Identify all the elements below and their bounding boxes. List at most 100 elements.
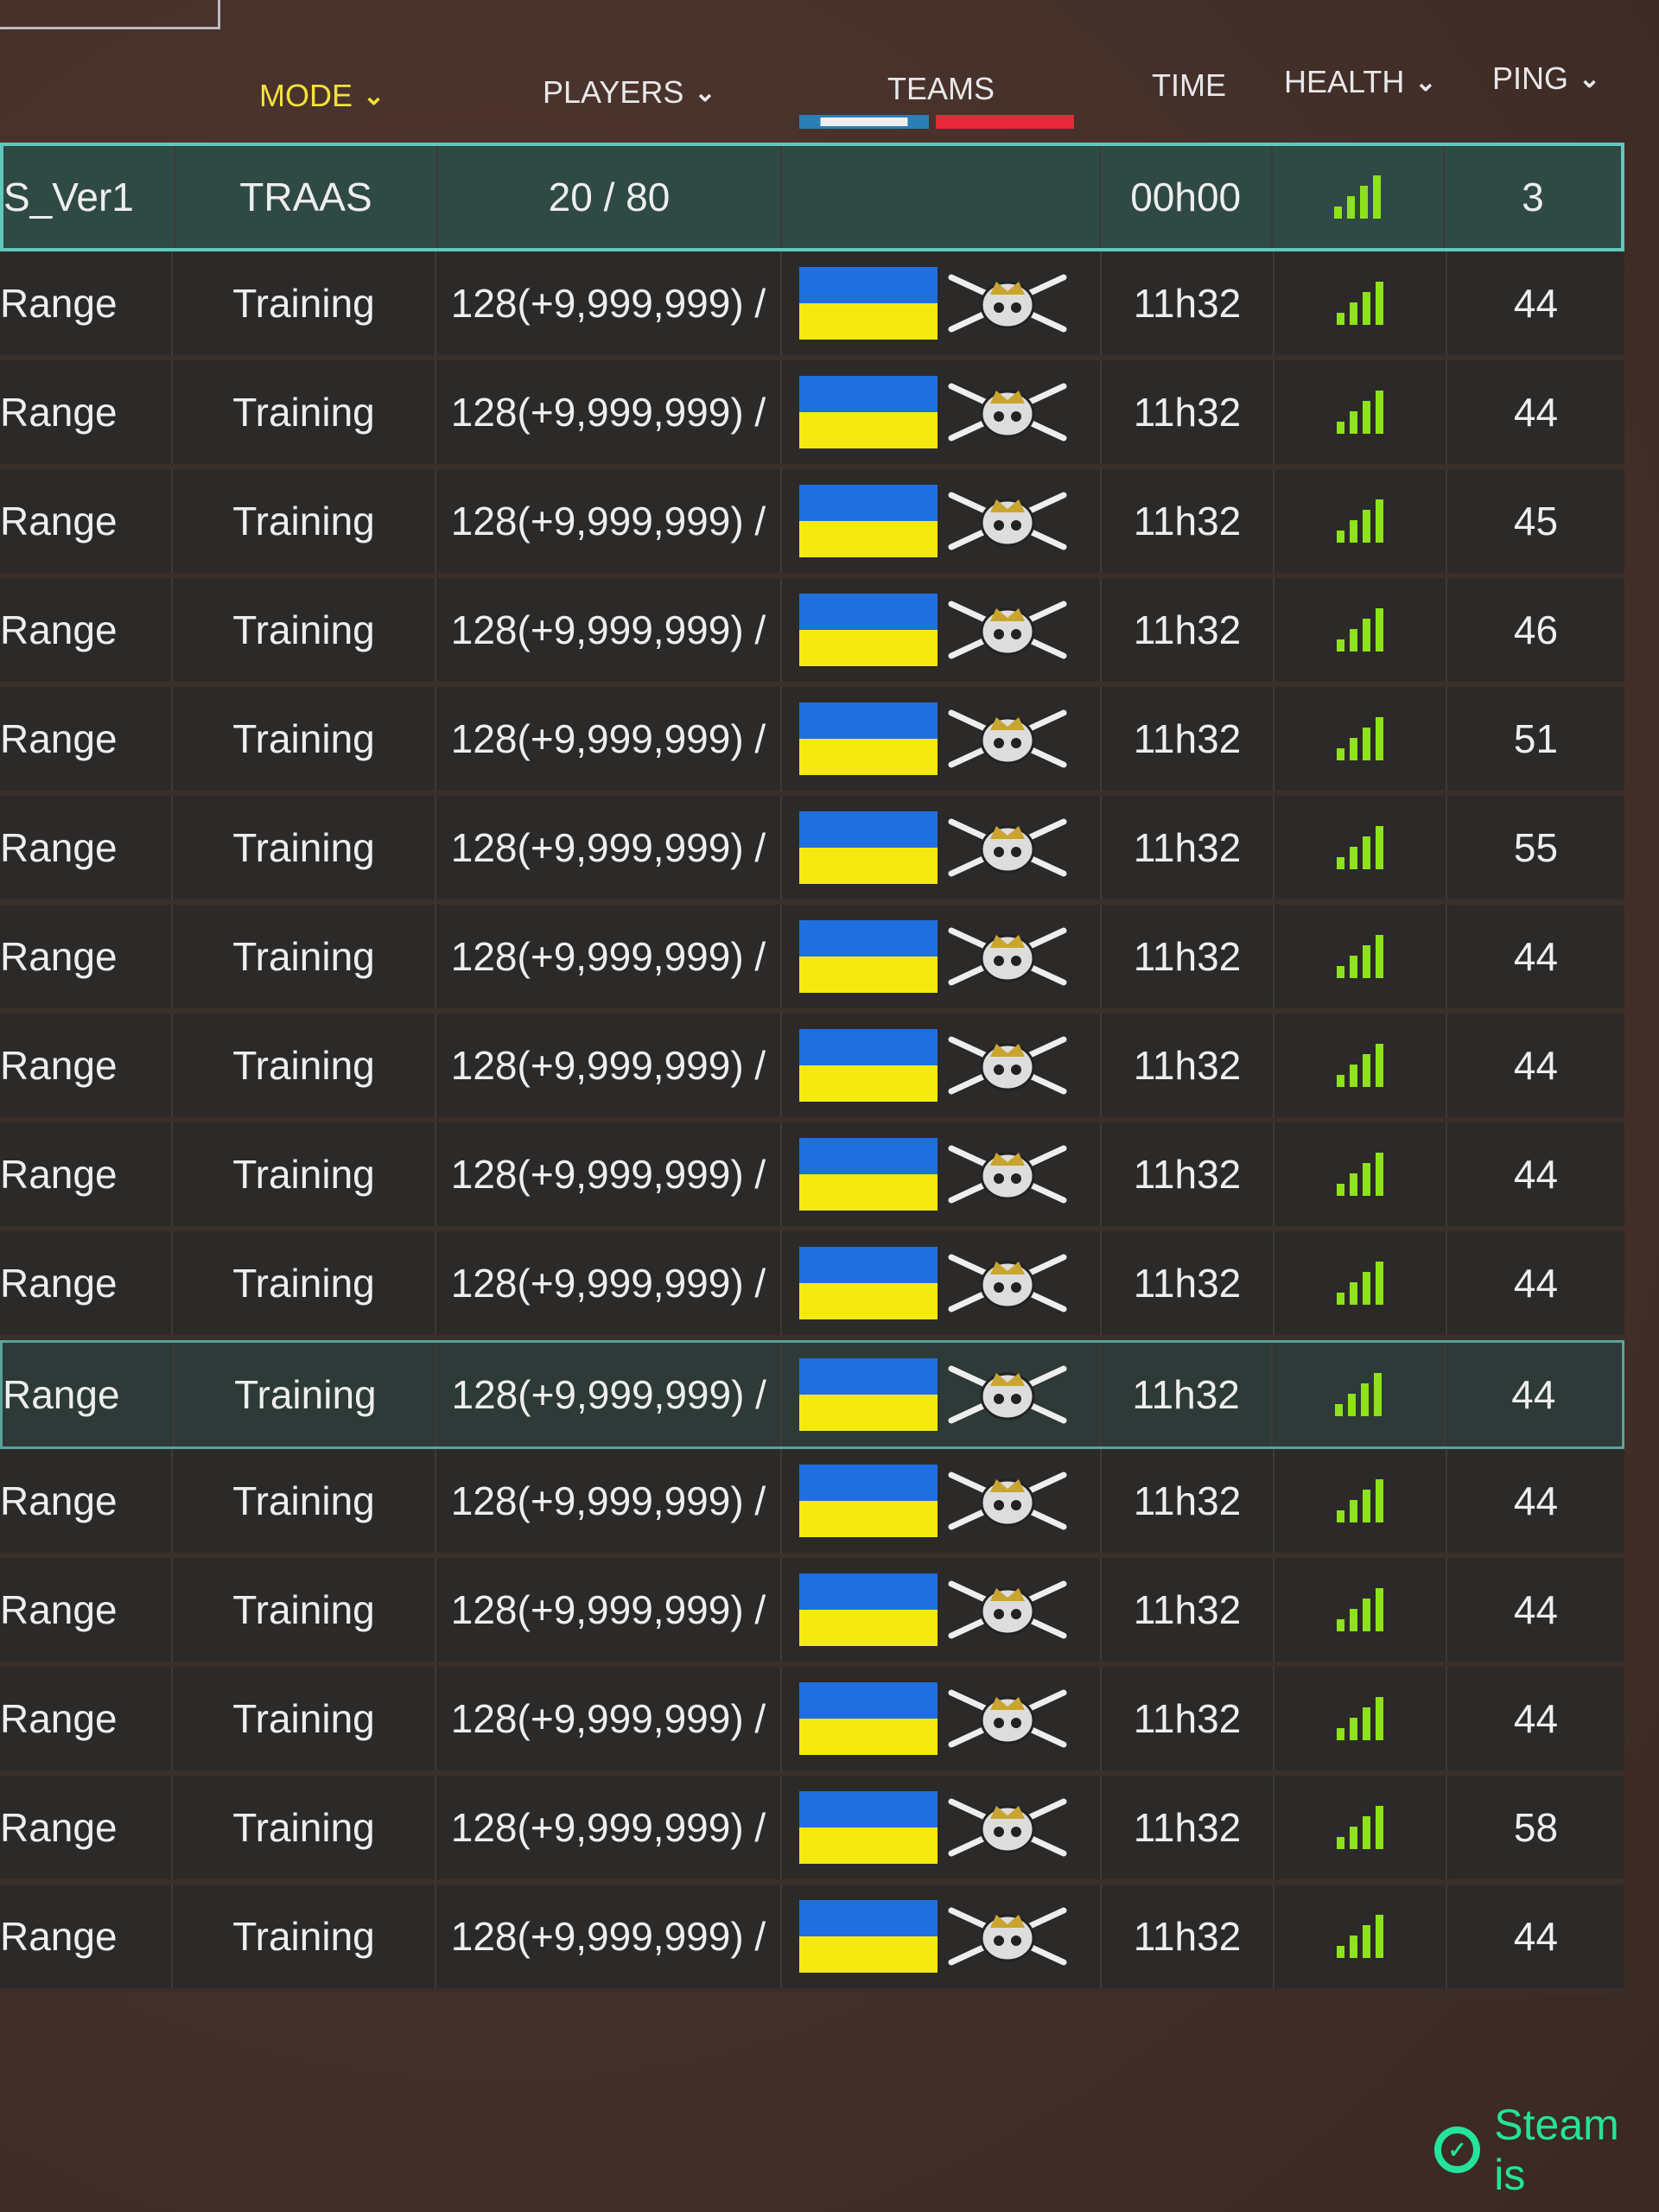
server-time: 11h32: [1102, 251, 1274, 355]
server-row[interactable]: Range Training 128(+9,999,999) / 11h32 5…: [0, 1776, 1624, 1885]
server-time: 11h32: [1102, 360, 1274, 464]
server-time: 11h32: [1102, 1231, 1274, 1335]
server-row[interactable]: Range Training 128(+9,999,999) / 11h32 4…: [0, 469, 1624, 578]
server-teams: [782, 1343, 1101, 1446]
server-ping: 44: [1513, 1696, 1559, 1741]
server-time: 11h32: [1102, 1014, 1274, 1117]
server-name: Range: [0, 796, 173, 899]
team-blue: [799, 115, 929, 129]
header-time[interactable]: TIME: [1152, 67, 1226, 104]
ukraine-flag-icon: [799, 1029, 938, 1102]
server-time: 11h32: [1102, 1776, 1274, 1879]
mode-label: MODE: [259, 78, 353, 113]
server-time: 11h32: [1102, 578, 1274, 682]
skull-crossed-swords-icon: [948, 1254, 1067, 1313]
server-mode: Training: [173, 905, 436, 1008]
server-ping: 3: [1522, 175, 1544, 219]
server-row[interactable]: Range Training 128(+9,999,999) / 11h32 4…: [0, 251, 1624, 360]
skull-crossed-swords-icon: [948, 383, 1067, 442]
server-mode: Training: [173, 1885, 436, 1988]
server-name: Range: [0, 1449, 173, 1553]
server-mode: Training: [173, 1122, 436, 1226]
skull-crossed-swords-icon: [948, 1036, 1067, 1095]
server-row[interactable]: Range Training 128(+9,999,999) / 11h32 4…: [0, 1231, 1624, 1340]
header-teams: TEAMS: [887, 71, 995, 107]
server-health: [1274, 578, 1447, 682]
server-time: 11h32: [1102, 1667, 1274, 1770]
server-players: 128(+9,999,999) /: [436, 360, 782, 464]
server-name: Range: [0, 1231, 173, 1335]
server-row[interactable]: Range Training 128(+9,999,999) / 11h32 5…: [0, 796, 1624, 905]
server-row[interactable]: Range Training 128(+9,999,999) / 11h32 5…: [0, 687, 1624, 796]
sort-mode[interactable]: MODE ⌄: [259, 78, 385, 114]
signal-bars-icon: [1337, 1153, 1383, 1196]
server-mode: Training: [175, 1343, 438, 1446]
server-mode: Training: [173, 687, 436, 791]
skull-crossed-swords-icon: [948, 601, 1067, 659]
steam-status-text: Steam is: [1494, 2101, 1619, 2199]
server-mode: Training: [173, 1014, 436, 1117]
signal-bars-icon: [1337, 282, 1383, 325]
server-ping: 44: [1513, 934, 1559, 979]
server-mode: Training: [173, 1558, 436, 1662]
server-row[interactable]: Range Training 128(+9,999,999) / 11h32 4…: [0, 360, 1624, 469]
server-name: S_Ver1: [3, 146, 176, 248]
signal-bars-icon: [1334, 175, 1382, 219]
server-health: [1274, 1667, 1447, 1770]
server-ping: 44: [1513, 1043, 1559, 1088]
server-health: [1274, 905, 1447, 1008]
server-ping: 55: [1513, 825, 1559, 870]
sort-health[interactable]: HEALTH ⌄: [1284, 64, 1437, 100]
server-players: 128(+9,999,999) /: [436, 578, 782, 682]
server-ping: 44: [1513, 1914, 1559, 1959]
ukraine-flag-icon: [799, 267, 938, 340]
server-row[interactable]: Range Training 128(+9,999,999) / 11h32 4…: [0, 1340, 1624, 1449]
skull-crossed-swords-icon: [948, 927, 1067, 986]
server-teams: [782, 905, 1102, 1008]
ukraine-flag-icon: [799, 1247, 938, 1319]
signal-bars-icon: [1337, 935, 1383, 978]
signal-bars-icon: [1337, 1044, 1383, 1087]
server-row[interactable]: Range Training 128(+9,999,999) / 11h32 4…: [0, 1667, 1624, 1776]
server-mode: Training: [173, 469, 436, 573]
ukraine-flag-icon: [799, 1900, 938, 1973]
sort-ping[interactable]: PING ⌄: [1492, 60, 1600, 97]
skull-crossed-swords-icon: [948, 1365, 1067, 1424]
server-name: Range: [3, 1343, 175, 1446]
server-mode: Training: [173, 1449, 436, 1553]
chevron-down-icon: ⌄: [1579, 64, 1601, 93]
health-label: HEALTH: [1284, 64, 1405, 99]
server-health: [1274, 796, 1447, 899]
sort-players[interactable]: PLAYERS ⌄: [543, 74, 716, 111]
signal-bars-icon: [1337, 391, 1383, 434]
ukraine-flag-icon: [799, 1682, 938, 1755]
server-row[interactable]: Range Training 128(+9,999,999) / 11h32 4…: [0, 1449, 1624, 1558]
server-row[interactable]: Range Training 128(+9,999,999) / 11h32 4…: [0, 1885, 1624, 1993]
server-row[interactable]: Range Training 128(+9,999,999) / 11h32 4…: [0, 1014, 1624, 1122]
server-teams: [782, 360, 1102, 464]
server-time: 11h32: [1102, 796, 1274, 899]
server-players: 128(+9,999,999) /: [436, 687, 782, 791]
server-row[interactable]: Range Training 128(+9,999,999) / 11h32 4…: [0, 905, 1624, 1014]
server-time: 00h00: [1101, 146, 1273, 248]
server-teams: [782, 1449, 1102, 1553]
server-teams: [782, 1231, 1102, 1335]
server-teams: [782, 1558, 1102, 1662]
server-list[interactable]: S_Ver1 TRAAS 20 / 80 00h00 3 Range Train…: [0, 143, 1624, 1993]
server-time: 11h32: [1102, 1558, 1274, 1662]
server-ping: 44: [1513, 1261, 1559, 1306]
server-row[interactable]: Range Training 128(+9,999,999) / 11h32 4…: [0, 1122, 1624, 1231]
server-teams: [782, 1122, 1102, 1226]
server-name: Range: [0, 1122, 173, 1226]
server-mode: Training: [173, 360, 436, 464]
server-time: 11h32: [1102, 1885, 1274, 1988]
server-health: [1274, 1231, 1447, 1335]
column-header: MODE ⌄ PLAYERS ⌄ TEAMS TIME HEALTH ⌄ PING ⌄: [0, 60, 1624, 114]
server-health: [1273, 1343, 1446, 1446]
skull-crossed-swords-icon: [948, 1798, 1067, 1857]
server-row-selected[interactable]: S_Ver1 TRAAS 20 / 80 00h00 3: [0, 143, 1624, 251]
signal-bars-icon: [1337, 1479, 1383, 1522]
server-row[interactable]: Range Training 128(+9,999,999) / 11h32 4…: [0, 578, 1624, 687]
server-row[interactable]: Range Training 128(+9,999,999) / 11h32 4…: [0, 1558, 1624, 1667]
server-health: [1274, 1776, 1447, 1879]
